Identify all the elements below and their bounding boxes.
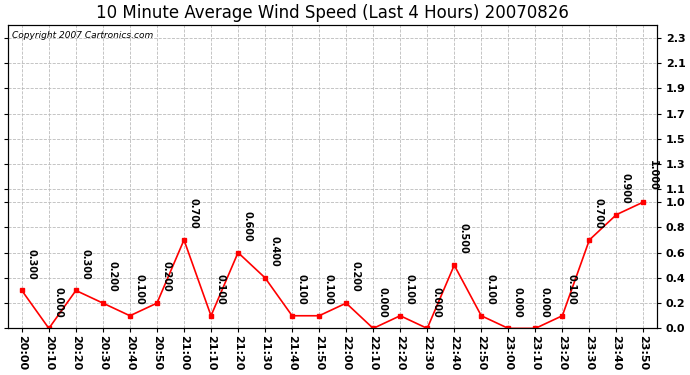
- Text: 0.100: 0.100: [134, 274, 144, 304]
- Text: 0.300: 0.300: [80, 249, 90, 279]
- Text: 0.100: 0.100: [404, 274, 415, 304]
- Text: 0.200: 0.200: [161, 261, 171, 292]
- Title: 10 Minute Average Wind Speed (Last 4 Hours) 20070826: 10 Minute Average Wind Speed (Last 4 Hou…: [96, 4, 569, 22]
- Text: 0.900: 0.900: [620, 173, 631, 204]
- Text: 0.100: 0.100: [324, 274, 333, 304]
- Text: 0.500: 0.500: [458, 224, 469, 254]
- Text: 0.000: 0.000: [540, 286, 549, 317]
- Text: 0.100: 0.100: [296, 274, 306, 304]
- Text: 0.000: 0.000: [513, 286, 522, 317]
- Text: 0.000: 0.000: [53, 286, 63, 317]
- Text: 0.100: 0.100: [566, 274, 577, 304]
- Text: 0.000: 0.000: [431, 286, 442, 317]
- Text: 0.600: 0.600: [242, 211, 253, 242]
- Text: 0.200: 0.200: [107, 261, 117, 292]
- Text: 0.100: 0.100: [486, 274, 495, 304]
- Text: 0.300: 0.300: [26, 249, 36, 279]
- Text: 0.100: 0.100: [215, 274, 225, 304]
- Text: 0.200: 0.200: [351, 261, 360, 292]
- Text: 0.400: 0.400: [269, 236, 279, 267]
- Text: 0.000: 0.000: [377, 286, 387, 317]
- Text: 1.000: 1.000: [648, 160, 658, 191]
- Text: Copyright 2007 Cartronics.com: Copyright 2007 Cartronics.com: [12, 31, 152, 40]
- Text: 0.700: 0.700: [593, 198, 604, 229]
- Text: 0.700: 0.700: [188, 198, 198, 229]
